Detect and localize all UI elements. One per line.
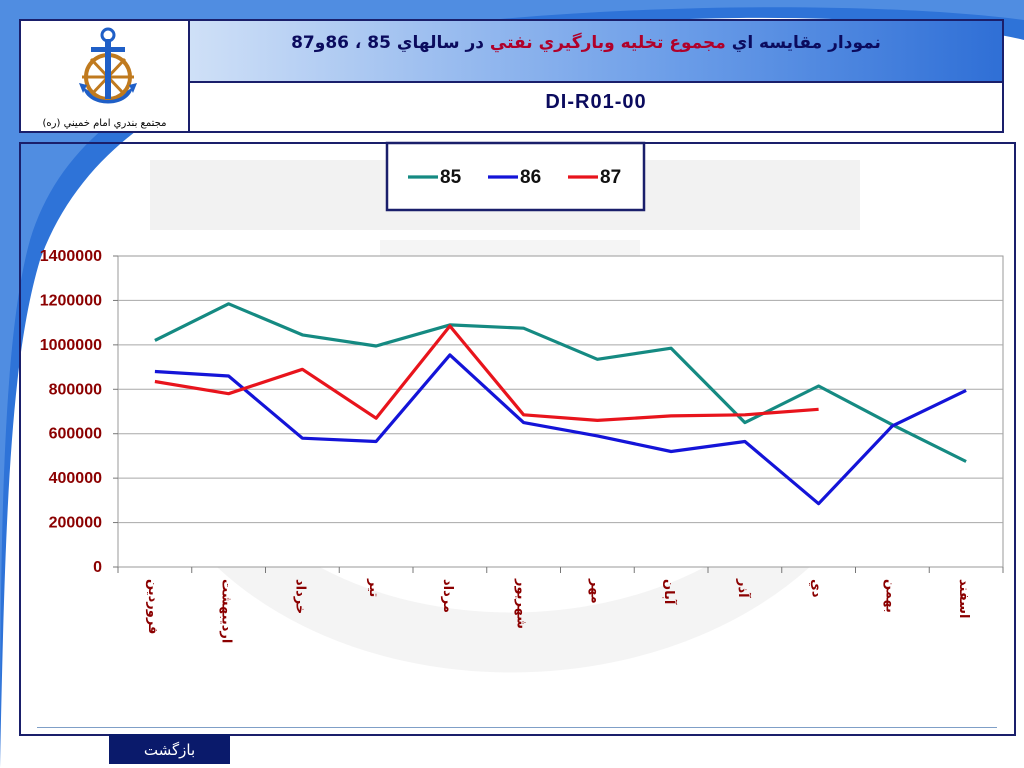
- header-frame: مجتمع بندري امام خميني (ره) نمودار مقايس…: [19, 19, 1004, 133]
- x-tick-label: بهمن: [882, 579, 897, 613]
- x-tick-label: شهريور: [514, 578, 529, 629]
- y-tick-label: 400000: [49, 470, 102, 487]
- y-tick-label: 0: [93, 559, 102, 576]
- page-title: نمودار مقايسه اي مجموع تخليه وبارگيري نف…: [190, 33, 982, 53]
- legend-label-85: 85: [440, 167, 462, 188]
- x-tick-label: اسفند: [956, 579, 971, 618]
- series-line-85: [154, 302, 967, 463]
- y-tick-label: 1000000: [40, 337, 102, 354]
- plot-background: [117, 255, 1004, 568]
- y-axis-ticks: 0 200000 400000 600000 800000 1000000 1200000 1…: [40, 248, 118, 576]
- title-part-2: مجموع تخليه وبارگيري نفتي: [489, 33, 726, 53]
- y-tick-label: 200000: [49, 515, 102, 532]
- title-cell: نمودار مقايسه اي مجموع تخليه وبارگيري نف…: [190, 21, 1002, 83]
- y-tick-label: 1200000: [40, 292, 102, 309]
- back-button[interactable]: بازگشت: [109, 734, 230, 764]
- logo-cell: مجتمع بندري امام خميني (ره): [21, 21, 190, 131]
- y-tick-label: 600000: [49, 426, 102, 443]
- y-tick-label: 800000: [49, 381, 102, 398]
- y-tick-label: 1400000: [40, 248, 102, 265]
- title-part-3: در سالهاي 85 ، 86و87: [291, 33, 484, 53]
- x-axis-ticks: فروردين ارديبهشت خرداد تير مرداد شهريور مهر آبا…: [117, 567, 1004, 643]
- x-tick-label: مرداد: [440, 579, 455, 613]
- x-tick-label: خرداد: [292, 579, 307, 614]
- x-tick-label: تير: [366, 578, 381, 597]
- series-line-86: [154, 353, 967, 506]
- logo-caption: مجتمع بندري امام خميني (ره): [42, 118, 167, 129]
- series-lines: [154, 302, 967, 506]
- x-tick-label: مهر: [587, 578, 602, 604]
- footer-divider: [37, 727, 997, 728]
- legend: 85 86 87: [385, 141, 646, 212]
- x-tick-label: آذر: [735, 578, 752, 598]
- code-cell: DI-R01-00: [190, 83, 1002, 131]
- document-code: DI-R01-00: [545, 91, 647, 113]
- legend-label-86: 86: [520, 167, 541, 188]
- x-tick-label: فروردين: [145, 579, 160, 634]
- anchor-logo-icon: [79, 27, 137, 104]
- x-tick-label: ارديبهشت: [219, 579, 234, 643]
- plot-area: [117, 255, 1004, 568]
- legend-label-87: 87: [600, 167, 621, 188]
- x-tick-label: آبان: [661, 579, 678, 605]
- x-tick-label: دي: [809, 579, 824, 598]
- series-line-87: [154, 324, 819, 422]
- title-part-1: نمودار مقايسه اي: [731, 33, 881, 53]
